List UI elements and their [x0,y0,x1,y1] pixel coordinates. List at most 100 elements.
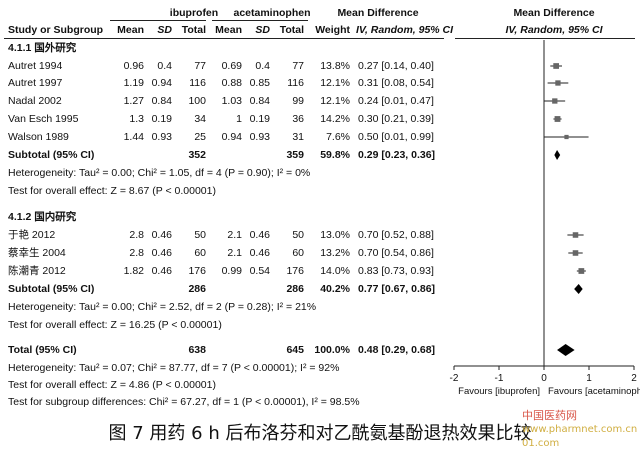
study-name: Autret 1994 [8,60,63,72]
x-axis-tick-label: 1 [586,373,592,384]
study-estimate-square [572,250,579,256]
md-plot-header: Mean Difference [513,7,595,19]
study-estimate-square [578,268,585,274]
study-name: 蔡幸生 2004 [8,247,66,259]
sd2: 0.19 [249,113,270,125]
subtotal-ci: 0.29 [0.23, 0.36] [358,149,436,161]
weight: 13.0% [320,229,350,241]
subgroup-1-title: 4.1.1 国外研究 [8,42,77,54]
site-watermark: 中国医药网 www.pharmnet.com.cn 01.com [522,409,637,451]
subgroup-2-title: 4.1.2 国内研究 [8,211,77,223]
total2: 116 [287,77,304,89]
sd1: 0.84 [151,95,172,107]
heterogeneity-text: Heterogeneity: Tau² = 0.00; Chi² = 1.05,… [8,167,311,179]
group2-underline [212,20,308,21]
ci-plot-header: IV, Random, 95% CI [505,24,603,36]
mean2: 1 [236,113,242,125]
sd1: 0.19 [151,113,172,125]
sd1: 0.46 [151,265,172,277]
total1: 25 [194,131,206,143]
ci-text: 0.27 [0.14, 0.40] [358,60,434,72]
total1: 100 [188,95,206,107]
mean1: 2.8 [129,229,144,241]
figure-caption: 图 7 用药 6 h 后布洛芬和对乙酰氨基酚退热效果比较 [108,423,532,444]
sd1-header: SD [157,24,172,36]
subtotal-diamond [574,284,583,294]
total1: 77 [194,60,206,72]
overall-effect-text: Test for overall effect: Z = 8.67 (P < 0… [8,185,216,197]
study-estimate-square [555,80,561,86]
group1-header: ibuprofen [169,7,219,19]
overall-effect-text: Test for overall effect: Z = 16.25 (P < … [8,319,222,331]
header-rule-table [4,38,444,39]
total-weight: 100.0% [314,344,350,356]
sd2: 0.84 [249,95,270,107]
sd2: 0.46 [249,247,270,259]
weight: 13.8% [320,60,350,72]
sd2: 0.54 [249,265,270,277]
study-estimate-square [552,98,558,104]
subtotal-weight: 59.8% [320,149,350,161]
mean1: 0.96 [123,60,144,72]
total1: 176 [188,265,206,277]
total-n1: 638 [188,344,206,356]
watermark-text: 中国医药网 [522,409,577,422]
total2: 99 [292,95,304,107]
weight-header: Weight [315,24,350,36]
group2-header: acetaminophen [233,7,311,19]
ci-text: 0.24 [0.01, 0.47] [358,95,434,107]
sd2: 0.93 [249,131,270,143]
mean1-header: Mean [117,24,144,36]
mean2: 2.1 [227,229,242,241]
subgroup-difference-text: Test for subgroup differences: Chi² = 67… [8,396,360,408]
total-overall-effect-text: Test for overall effect: Z = 4.86 (P < 0… [8,379,216,391]
total2: 77 [292,60,304,72]
study-name: Autret 1997 [8,77,63,89]
mean1: 1.3 [129,113,144,125]
subtotal-weight: 40.2% [320,283,350,295]
ci-text: 0.83 [0.73, 0.93] [358,265,434,277]
mean2-header: Mean [215,24,242,36]
weight: 7.6% [326,131,350,143]
subtotal-label: Subtotal (95% CI) [8,283,95,295]
study-name: Walson 1989 [8,131,69,143]
ci-text: 0.70 [0.52, 0.88] [358,229,434,241]
total2: 60 [292,247,304,259]
favours-left-label: Favours [ibuprofen] [458,386,540,397]
study-estimate-square [553,63,560,69]
x-axis-tick-label: 2 [631,373,637,384]
sd1: 0.46 [151,229,172,241]
mean1: 1.82 [123,265,144,277]
sd2: 0.85 [249,77,270,89]
total-diamond [557,344,575,356]
subtotal-n1: 286 [188,283,206,295]
total1-header: Total [181,24,206,36]
total2: 176 [286,265,304,277]
heterogeneity-text: Heterogeneity: Tau² = 0.00; Chi² = 2.52,… [8,301,317,313]
mean2: 0.99 [221,265,242,277]
study-name: 陈潮青 2012 [8,265,66,277]
total-ci: 0.48 [0.29, 0.68] [358,344,436,356]
total1: 50 [194,229,206,241]
sd2: 0.4 [255,60,270,72]
mean1: 1.44 [123,131,144,143]
md-table-header: Mean Difference [337,7,419,19]
mean1: 2.8 [129,247,144,259]
mean2: 0.94 [221,131,242,143]
sd1: 0.94 [151,77,172,89]
study-estimate-square [554,116,561,122]
total-label: Total (95% CI) [8,344,77,356]
total2-header: Total [279,24,304,36]
group1-underline [110,20,206,21]
header-rule-plot [455,38,635,39]
x-axis-tick-label: -2 [450,373,459,384]
study-header: Study or Subgroup [8,24,104,36]
study-name: Nadal 2002 [8,95,62,107]
ci-table-header: IV, Random, 95% CI [356,24,454,36]
weight: 13.2% [320,247,350,259]
sd1: 0.46 [151,247,172,259]
study-name: Van Esch 1995 [8,113,79,125]
mean2: 0.69 [221,60,242,72]
total2: 31 [292,131,304,143]
weight: 12.1% [320,95,350,107]
